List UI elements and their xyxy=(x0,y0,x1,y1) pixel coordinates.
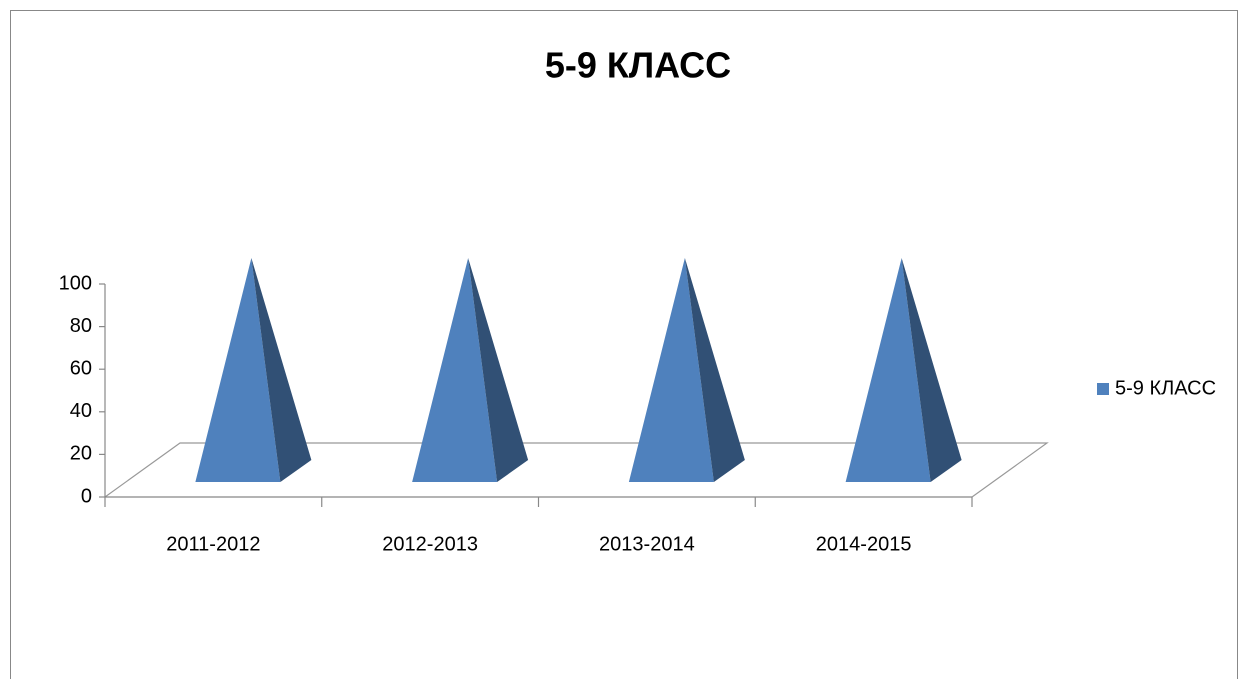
floor xyxy=(104,442,1049,498)
pyramid-side xyxy=(468,258,529,482)
y-tick-label: 20 xyxy=(70,443,92,465)
chart-title: 5-9 КЛАСС xyxy=(545,45,731,86)
chart-frame xyxy=(10,10,1238,679)
y-tick-label: 80 xyxy=(70,315,92,337)
y-tick-label: 100 xyxy=(59,272,92,294)
y-tick-label: 40 xyxy=(70,400,92,422)
pyramid-front xyxy=(195,258,281,482)
pyramid-side xyxy=(684,258,745,482)
x-tick-label: 2012-2013 xyxy=(382,533,478,555)
x-tick-label: 2013-2014 xyxy=(599,533,695,555)
x-tick-label: 2011-2012 xyxy=(166,533,260,555)
y-tick-label: 0 xyxy=(81,485,92,507)
legend-label: 5-9 КЛАСС xyxy=(1115,377,1216,399)
pyramid-front xyxy=(628,258,714,482)
y-tick-label: 60 xyxy=(70,357,92,379)
pyramid-side xyxy=(251,258,312,482)
legend-swatch xyxy=(1097,383,1109,395)
x-tick-label: 2014-2015 xyxy=(816,533,912,555)
pyramid-front xyxy=(845,258,931,482)
pyramid-front xyxy=(412,258,498,482)
pyramid-side xyxy=(901,258,962,482)
